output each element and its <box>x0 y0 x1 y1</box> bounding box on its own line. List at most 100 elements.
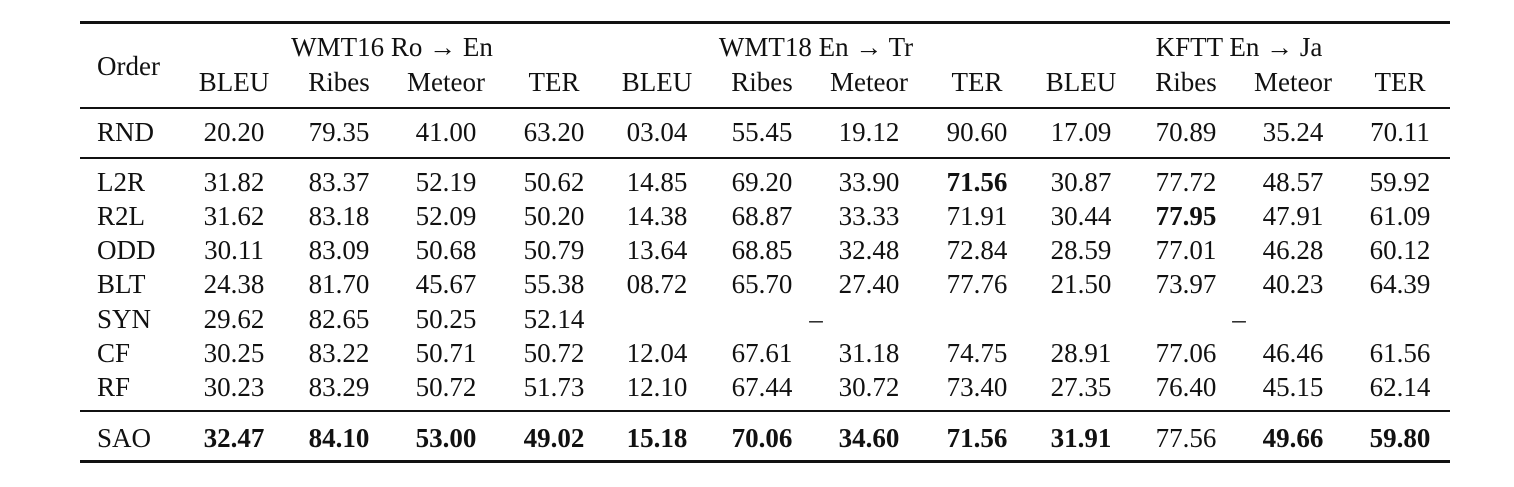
table-cell: 14.38 <box>626 201 688 231</box>
table-cell: 30.23 <box>203 372 265 402</box>
table-cell: 50.20 <box>523 201 585 231</box>
table-cell: 50.68 <box>415 235 477 265</box>
table-cell: 50.72 <box>415 372 477 402</box>
table-cell: 33.33 <box>838 201 900 231</box>
table-cell: 83.22 <box>308 338 370 368</box>
group-header-wmt18: WMT18 En → Tr <box>718 32 914 62</box>
table-cell: 77.76 <box>946 269 1008 299</box>
table-cell: 19.12 <box>838 117 900 147</box>
table-cell: 12.04 <box>626 338 688 368</box>
missing-value-dash: – <box>1232 304 1246 334</box>
table-cell: 20.20 <box>203 117 265 147</box>
table-cell: 31.82 <box>203 167 265 197</box>
sao-rule <box>80 410 1450 412</box>
metric-header-bleu: BLEU <box>621 67 693 97</box>
table-cell: 27.35 <box>1050 372 1112 402</box>
table-cell: 64.39 <box>1369 269 1431 299</box>
table-cell: 14.85 <box>626 167 688 197</box>
top-rule <box>80 21 1450 24</box>
table-cell: 83.18 <box>308 201 370 231</box>
table-cell: 70.11 <box>1370 117 1430 147</box>
table-cell: 50.71 <box>415 338 477 368</box>
table-cell: 67.44 <box>731 372 793 402</box>
metric-header-meteor: Meteor <box>830 67 908 97</box>
table-cell: 83.29 <box>308 372 370 402</box>
table-cell: 13.64 <box>626 235 688 265</box>
table-cell: 83.37 <box>308 167 370 197</box>
metric-header-meteor: Meteor <box>407 67 485 97</box>
table-cell: 73.97 <box>1155 269 1217 299</box>
table-cell: 40.23 <box>1262 269 1324 299</box>
table-cell: 47.91 <box>1262 201 1324 231</box>
table-cell: 27.40 <box>838 269 900 299</box>
table-cell: 60.12 <box>1369 235 1431 265</box>
table-cell: 29.62 <box>203 304 265 334</box>
table-cell: 17.09 <box>1050 117 1112 147</box>
table-cell: 48.57 <box>1262 167 1324 197</box>
table-cell: 55.45 <box>731 117 793 147</box>
table-cell: 70.89 <box>1155 117 1217 147</box>
table-cell: 77.95 <box>1155 201 1217 231</box>
table-cell: 81.70 <box>308 269 370 299</box>
table-cell: 73.40 <box>946 372 1008 402</box>
table-cell: 69.20 <box>731 167 793 197</box>
table-cell: 28.91 <box>1050 338 1112 368</box>
table-cell: 46.46 <box>1262 338 1324 368</box>
table-cell: 76.40 <box>1155 372 1217 402</box>
table-cell: 72.84 <box>946 235 1008 265</box>
table-cell: 77.01 <box>1155 235 1217 265</box>
row-label-cf: CF <box>97 338 131 368</box>
table-cell: 28.59 <box>1050 235 1112 265</box>
metric-header-ribes: Ribes <box>308 67 370 97</box>
table-cell: 50.25 <box>415 304 477 334</box>
row-label-rnd: RND <box>97 117 155 147</box>
table-cell: 59.92 <box>1369 167 1431 197</box>
table-cell: 21.50 <box>1050 269 1112 299</box>
table-cell: 53.00 <box>415 423 477 453</box>
row-label-odd: ODD <box>97 235 156 265</box>
missing-value-dash: – <box>809 304 823 334</box>
table-cell: 15.18 <box>626 423 688 453</box>
table-cell: 71.56 <box>946 423 1008 453</box>
table-cell: 24.38 <box>203 269 265 299</box>
metric-header-meteor: Meteor <box>1254 67 1332 97</box>
table-cell: 51.73 <box>523 372 585 402</box>
table-cell: 77.56 <box>1155 423 1217 453</box>
table-cell: 35.24 <box>1262 117 1324 147</box>
table-cell: 46.28 <box>1262 235 1324 265</box>
table-cell: 65.70 <box>731 269 793 299</box>
table-cell: 49.66 <box>1262 423 1324 453</box>
group-header-wmt16: WMT16 Ro → En <box>291 32 493 62</box>
table-cell: 30.72 <box>838 372 900 402</box>
table-cell: 33.90 <box>838 167 900 197</box>
table-cell: 62.14 <box>1369 372 1431 402</box>
table-cell: 08.72 <box>626 269 688 299</box>
row-label-r2l: R2L <box>97 201 146 231</box>
table-cell: 77.72 <box>1155 167 1217 197</box>
table-cell: 50.62 <box>523 167 585 197</box>
table-cell: 61.09 <box>1369 201 1431 231</box>
table-cell: 52.09 <box>415 201 477 231</box>
row-label-rf: RF <box>97 372 131 402</box>
table-cell: 52.19 <box>415 167 477 197</box>
table-cell: 52.14 <box>523 304 585 334</box>
table-cell: 68.85 <box>731 235 793 265</box>
table-cell: 63.20 <box>523 117 585 147</box>
row-label-sao: SAO <box>97 423 152 453</box>
row-label-l2r: L2R <box>97 167 146 197</box>
metric-header-ter: TER <box>951 67 1003 97</box>
table-cell: 30.44 <box>1050 201 1112 231</box>
table-cell: 70.06 <box>731 423 793 453</box>
table-cell: 32.47 <box>203 423 265 453</box>
table-cell: 34.60 <box>838 423 900 453</box>
table-cell: 82.65 <box>308 304 370 334</box>
rnd-rule <box>80 157 1450 159</box>
table-cell: 77.06 <box>1155 338 1217 368</box>
table-cell: 49.02 <box>523 423 585 453</box>
table-cell: 45.67 <box>415 269 477 299</box>
table-cell: 30.11 <box>204 235 264 265</box>
table-cell: 45.15 <box>1262 372 1324 402</box>
table-cell: 74.75 <box>946 338 1008 368</box>
metric-header-bleu: BLEU <box>1045 67 1117 97</box>
bottom-rule <box>80 460 1450 463</box>
